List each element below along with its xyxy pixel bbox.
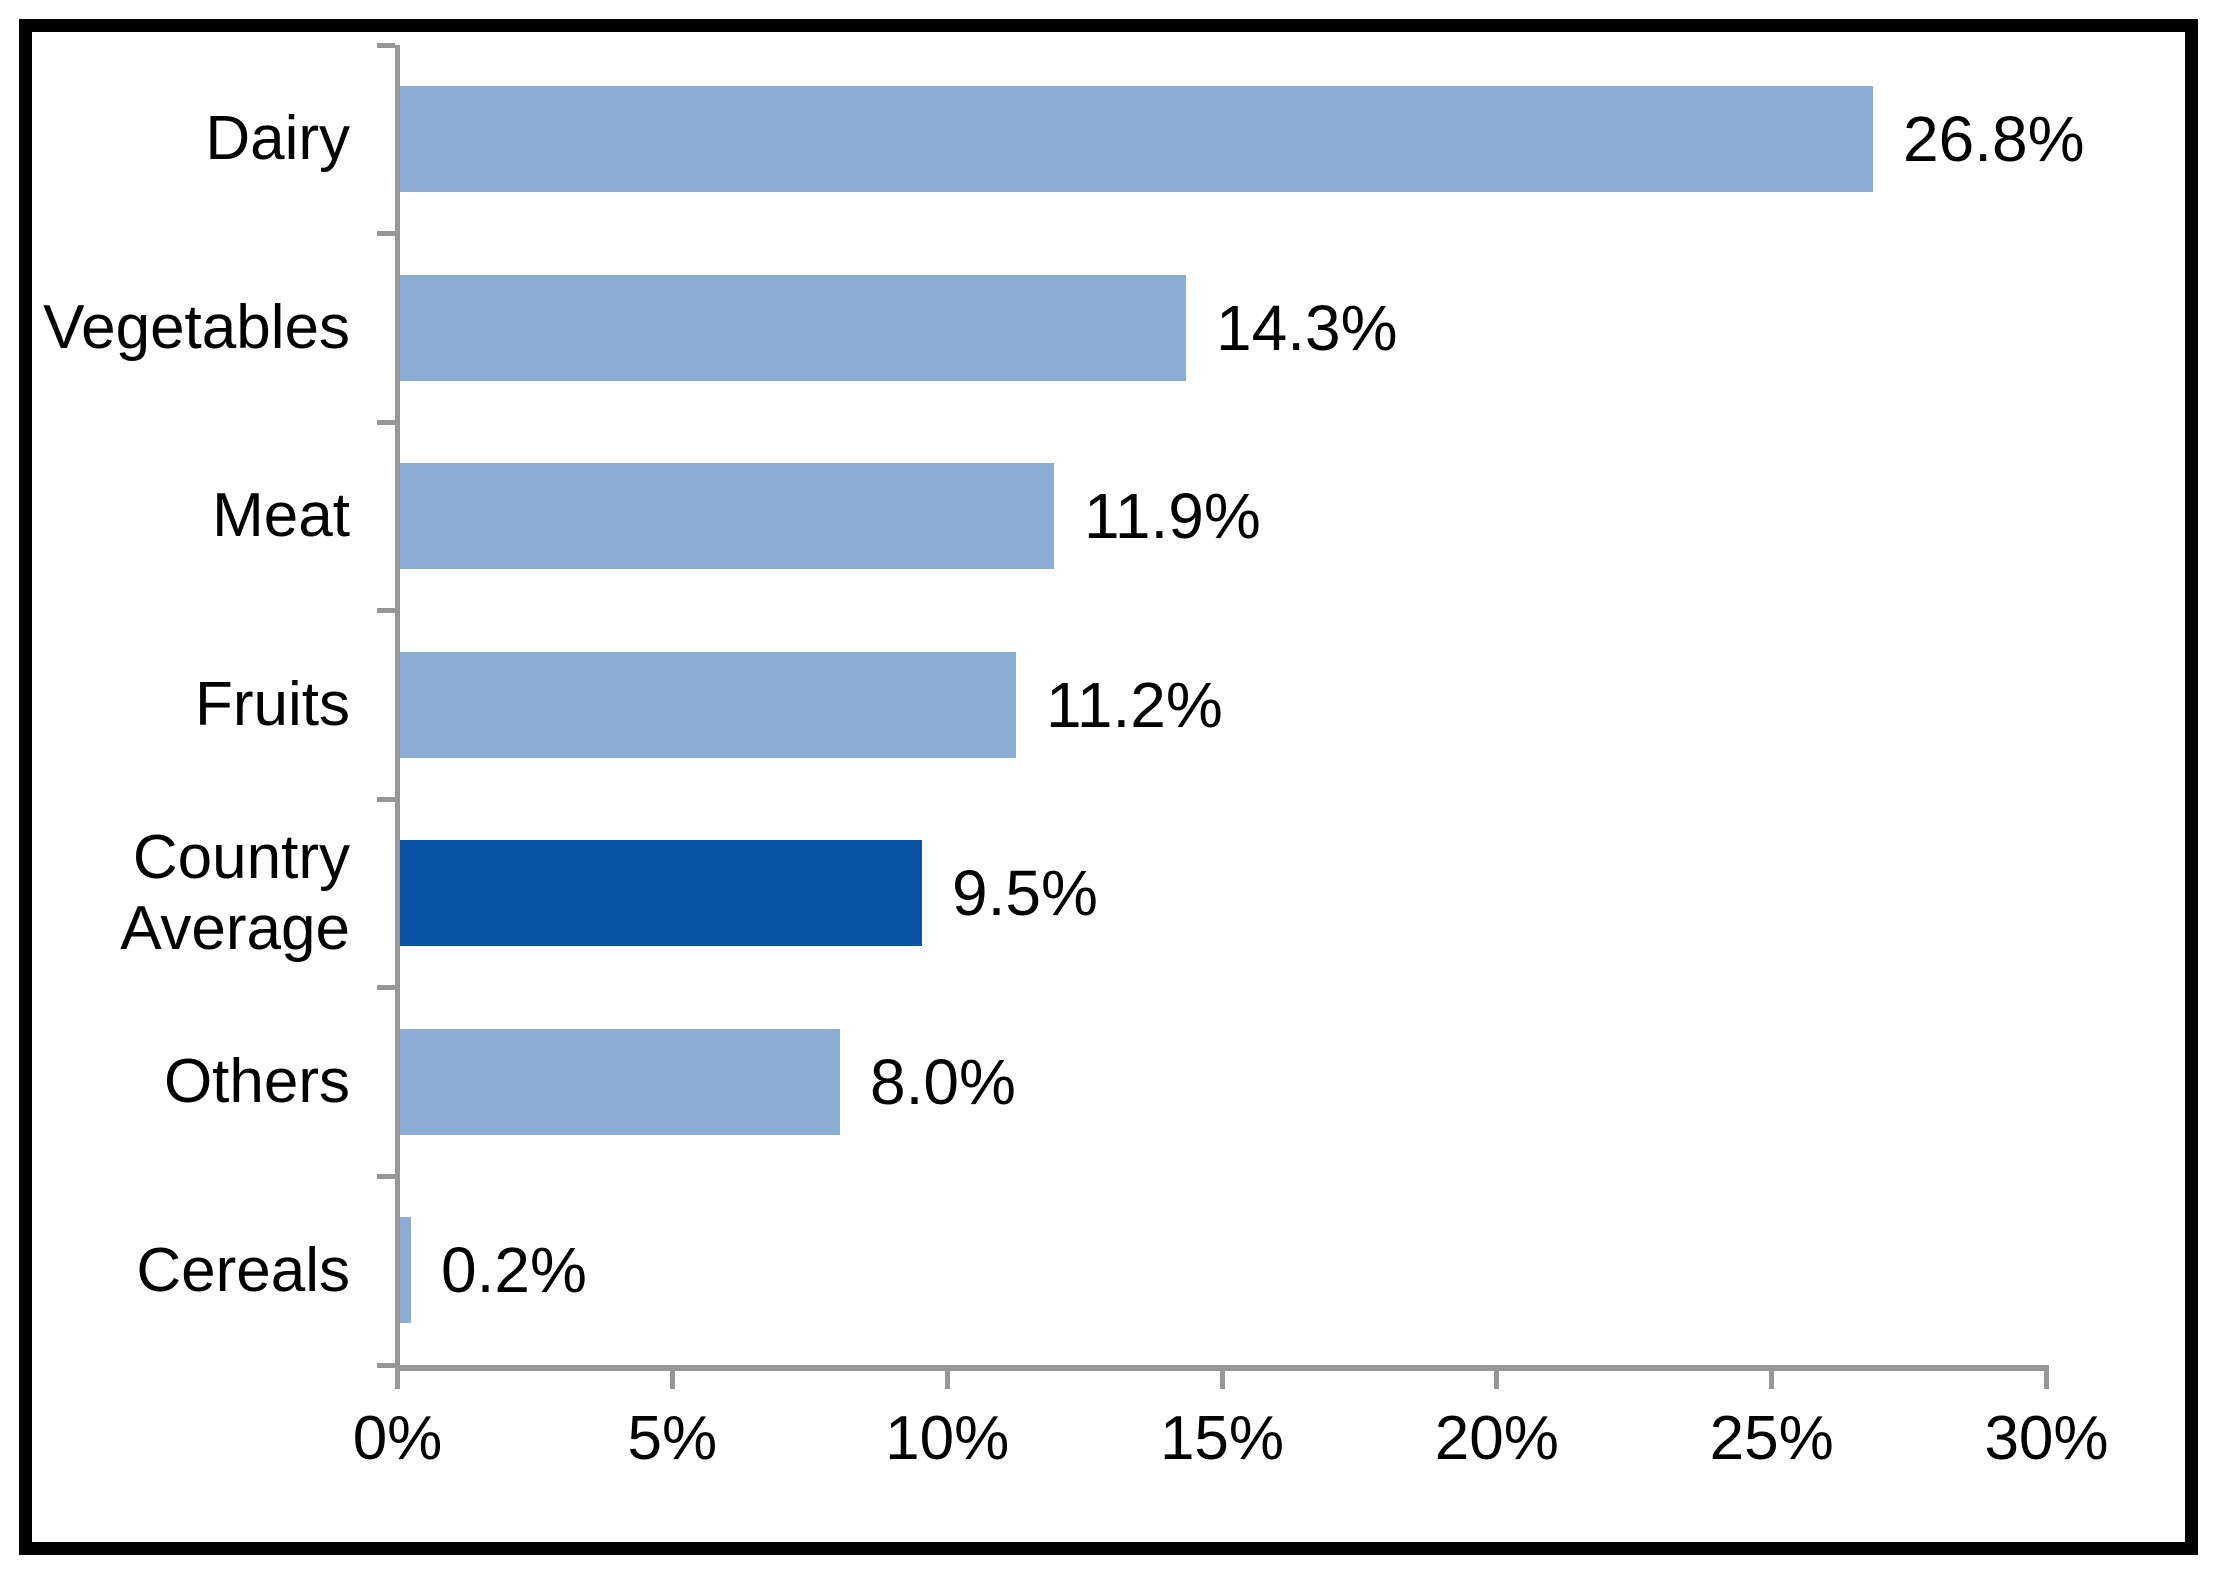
x-axis-tick (944, 1371, 950, 1389)
x-axis-tick-label: 20% (1434, 1404, 1559, 1473)
value-label: 0.2% (441, 1234, 587, 1307)
category-label: Meat (212, 481, 350, 551)
y-axis-boundary-tick (377, 608, 395, 614)
bar-others (400, 1028, 840, 1135)
value-label: 14.3% (1216, 291, 1398, 364)
x-axis-tick-label: 15% (1159, 1404, 1285, 1473)
category-label: Dairy (205, 104, 350, 174)
value-label: 8.0% (870, 1045, 1016, 1118)
value-label: 11.9% (1084, 480, 1261, 553)
x-axis-tick (1494, 1371, 1500, 1389)
x-axis-tick-label: 0% (352, 1404, 443, 1473)
y-axis-boundary-tick (377, 1362, 395, 1368)
bar-dairy (400, 86, 1873, 192)
y-axis-boundary-tick (377, 1173, 395, 1179)
category-label: Fruits (195, 670, 350, 740)
y-axis-boundary-tick (377, 796, 395, 802)
y-axis-boundary-tick (377, 985, 395, 991)
bar-country-average (400, 840, 922, 947)
plot-area (395, 45, 2049, 1371)
x-axis-tick (395, 1371, 400, 1389)
x-axis-tick (1769, 1371, 1775, 1389)
category-label: Vegetables (43, 292, 350, 362)
bar-cereals (400, 1217, 411, 1324)
category-label: Country Average (120, 822, 350, 964)
x-axis-tick (1219, 1371, 1225, 1389)
category-label: Others (163, 1047, 350, 1117)
x-axis-tick-label: 10% (885, 1404, 1010, 1473)
value-label: 9.5% (952, 857, 1098, 930)
bar-vegetables (400, 274, 1186, 381)
bar-meat (400, 463, 1054, 570)
x-axis-tick (669, 1371, 675, 1389)
y-axis-boundary-tick (377, 419, 395, 425)
x-axis-tick (2044, 1371, 2049, 1389)
x-axis-tick-label: 30% (1984, 1404, 2109, 1473)
y-axis-boundary-tick (377, 42, 395, 48)
x-axis-tick-label: 5% (627, 1404, 718, 1473)
y-axis-boundary-tick (377, 231, 395, 237)
bar-fruits (400, 651, 1016, 758)
value-label: 11.2% (1046, 668, 1223, 741)
x-axis-tick-label: 25% (1709, 1404, 1834, 1473)
category-label: Cereals (136, 1235, 350, 1305)
value-label: 26.8% (1903, 103, 2085, 175)
